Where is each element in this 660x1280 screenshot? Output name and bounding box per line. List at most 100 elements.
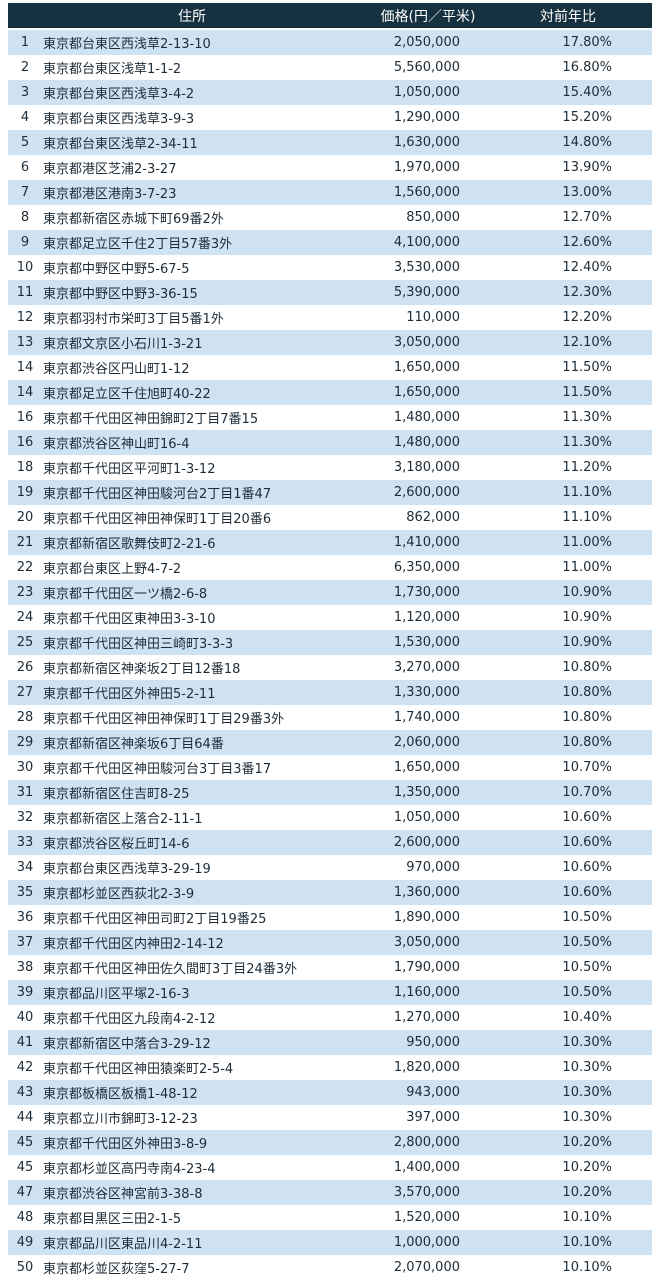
price-cell: 1,650,000 (372, 355, 484, 380)
address-cell: 東京都新宿区神楽坂2丁目12番18 (42, 655, 372, 680)
yoy-cell: 10.20% (484, 1130, 652, 1155)
yoy-cell: 12.10% (484, 330, 652, 355)
yoy-cell: 12.60% (484, 230, 652, 255)
yoy-cell: 10.30% (484, 1055, 652, 1080)
table-row: 38 東京都千代田区神田佐久間町3丁目24番3外 1,790,000 10.50… (8, 955, 652, 980)
table-row: 41 東京都新宿区中落合3-29-12 950,000 10.30% (8, 1030, 652, 1055)
rank-cell: 32 (8, 805, 42, 830)
address-cell: 東京都千代田区神田神保町1丁目20番6 (42, 505, 372, 530)
price-cell: 2,600,000 (372, 830, 484, 855)
address-cell: 東京都渋谷区桜丘町14-6 (42, 830, 372, 855)
rank-cell: 24 (8, 605, 42, 630)
address-cell: 東京都品川区東品川4-2-11 (42, 1230, 372, 1255)
address-cell: 東京都品川区平塚2-16-3 (42, 980, 372, 1005)
yoy-cell: 15.40% (484, 80, 652, 105)
table-row: 43 東京都板橋区板橋1-48-12 943,000 10.30% (8, 1080, 652, 1105)
rank-cell: 27 (8, 680, 42, 705)
column-header-address: 住所 (42, 3, 372, 30)
yoy-cell: 15.20% (484, 105, 652, 130)
table-row: 1 東京都台東区西浅草2-13-10 2,050,000 17.80% (8, 29, 652, 55)
address-cell: 東京都千代田区東神田3-3-10 (42, 605, 372, 630)
table-row: 10 東京都中野区中野5-67-5 3,530,000 12.40% (8, 255, 652, 280)
table-row: 29 東京都新宿区神楽坂6丁目64番 2,060,000 10.80% (8, 730, 652, 755)
address-cell: 東京都新宿区神楽坂6丁目64番 (42, 730, 372, 755)
rank-cell: 10 (8, 255, 42, 280)
yoy-cell: 13.90% (484, 155, 652, 180)
table-body: 1 東京都台東区西浅草2-13-10 2,050,000 17.80% 2 東京… (8, 29, 652, 1280)
rank-cell: 38 (8, 955, 42, 980)
yoy-cell: 10.30% (484, 1080, 652, 1105)
yoy-cell: 11.50% (484, 380, 652, 405)
price-cell: 397,000 (372, 1105, 484, 1130)
table-row: 14 東京都足立区千住旭町40-22 1,650,000 11.50% (8, 380, 652, 405)
rank-cell: 21 (8, 530, 42, 555)
rank-cell: 29 (8, 730, 42, 755)
price-cell: 1,630,000 (372, 130, 484, 155)
price-cell: 3,050,000 (372, 330, 484, 355)
rank-cell: 41 (8, 1030, 42, 1055)
price-cell: 943,000 (372, 1080, 484, 1105)
address-cell: 東京都台東区西浅草3-9-3 (42, 105, 372, 130)
yoy-cell: 10.80% (484, 680, 652, 705)
table-row: 48 東京都目黒区三田2-1-5 1,520,000 10.10% (8, 1205, 652, 1230)
price-cell: 1,730,000 (372, 580, 484, 605)
table-row: 25 東京都千代田区神田三崎町3-3-3 1,530,000 10.90% (8, 630, 652, 655)
price-cell: 2,600,000 (372, 480, 484, 505)
price-cell: 850,000 (372, 205, 484, 230)
rank-cell: 25 (8, 630, 42, 655)
address-cell: 東京都杉並区荻窪5-27-7 (42, 1255, 372, 1280)
address-cell: 東京都杉並区西荻北2-3-9 (42, 880, 372, 905)
yoy-cell: 10.50% (484, 980, 652, 1005)
price-cell: 1,480,000 (372, 405, 484, 430)
price-cell: 1,650,000 (372, 755, 484, 780)
yoy-cell: 11.10% (484, 505, 652, 530)
table-row: 16 東京都渋谷区神山町16-4 1,480,000 11.30% (8, 430, 652, 455)
rank-cell: 12 (8, 305, 42, 330)
rank-cell: 37 (8, 930, 42, 955)
address-cell: 東京都台東区浅草1-1-2 (42, 55, 372, 80)
address-cell: 東京都新宿区上落合2-11-1 (42, 805, 372, 830)
price-cell: 1,000,000 (372, 1230, 484, 1255)
table-row: 18 東京都千代田区平河町1-3-12 3,180,000 11.20% (8, 455, 652, 480)
price-cell: 1,290,000 (372, 105, 484, 130)
price-cell: 110,000 (372, 305, 484, 330)
table-row: 24 東京都千代田区東神田3-3-10 1,120,000 10.90% (8, 605, 652, 630)
yoy-cell: 10.30% (484, 1105, 652, 1130)
table-row: 36 東京都千代田区神田司町2丁目19番25 1,890,000 10.50% (8, 905, 652, 930)
yoy-cell: 10.60% (484, 855, 652, 880)
address-cell: 東京都渋谷区神山町16-4 (42, 430, 372, 455)
land-price-ranking-table: 住所 価格(円／平米) 対前年比 1 東京都台東区西浅草2-13-10 2,05… (8, 3, 652, 1280)
rank-cell: 39 (8, 980, 42, 1005)
address-cell: 東京都千代田区神田駿河台3丁目3番17 (42, 755, 372, 780)
address-cell: 東京都千代田区神田駿河台2丁目1番47 (42, 480, 372, 505)
price-cell: 1,740,000 (372, 705, 484, 730)
address-cell: 東京都新宿区歌舞伎町2-21-6 (42, 530, 372, 555)
address-cell: 東京都千代田区外神田5-2-11 (42, 680, 372, 705)
table-row: 3 東京都台東区西浅草3-4-2 1,050,000 15.40% (8, 80, 652, 105)
table-row: 40 東京都千代田区九段南4-2-12 1,270,000 10.40% (8, 1005, 652, 1030)
rank-cell: 28 (8, 705, 42, 730)
rank-cell: 36 (8, 905, 42, 930)
address-cell: 東京都千代田区神田司町2丁目19番25 (42, 905, 372, 930)
table-row: 30 東京都千代田区神田駿河台3丁目3番17 1,650,000 10.70% (8, 755, 652, 780)
yoy-cell: 10.90% (484, 630, 652, 655)
price-cell: 3,270,000 (372, 655, 484, 680)
table-row: 13 東京都文京区小石川1-3-21 3,050,000 12.10% (8, 330, 652, 355)
address-cell: 東京都港区芝浦2-3-27 (42, 155, 372, 180)
rank-cell: 19 (8, 480, 42, 505)
address-cell: 東京都千代田区神田猿楽町2-5-4 (42, 1055, 372, 1080)
yoy-cell: 11.50% (484, 355, 652, 380)
yoy-cell: 17.80% (484, 29, 652, 55)
table-row: 9 東京都足立区千住2丁目57番3外 4,100,000 12.60% (8, 230, 652, 255)
address-cell: 東京都渋谷区神宮前3-38-8 (42, 1180, 372, 1205)
price-cell: 1,360,000 (372, 880, 484, 905)
price-cell: 5,390,000 (372, 280, 484, 305)
table-row: 2 東京都台東区浅草1-1-2 5,560,000 16.80% (8, 55, 652, 80)
table-row: 12 東京都羽村市栄町3丁目5番1外 110,000 12.20% (8, 305, 652, 330)
table-row: 11 東京都中野区中野3-36-15 5,390,000 12.30% (8, 280, 652, 305)
address-cell: 東京都港区港南3-7-23 (42, 180, 372, 205)
yoy-cell: 10.90% (484, 580, 652, 605)
rank-cell: 16 (8, 430, 42, 455)
price-cell: 3,050,000 (372, 930, 484, 955)
